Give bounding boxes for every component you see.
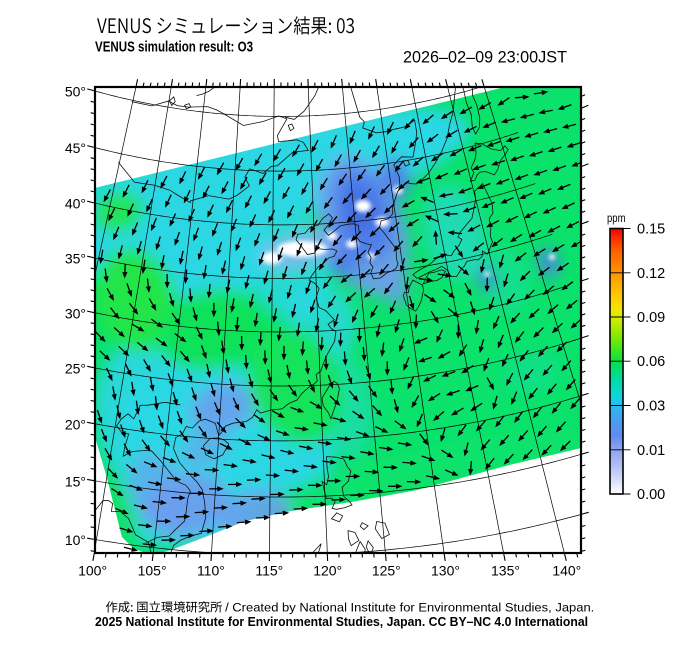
svg-text:VENUS simulation result: O3: VENUS simulation result: O3 bbox=[95, 40, 253, 56]
svg-text:30°: 30° bbox=[65, 305, 86, 321]
svg-text:130°: 130° bbox=[431, 563, 460, 579]
svg-text:15°: 15° bbox=[65, 473, 86, 489]
svg-text:2025 National Institute for En: 2025 National Institute for Environmenta… bbox=[95, 614, 588, 629]
svg-text:135°: 135° bbox=[491, 563, 520, 579]
svg-text:20°: 20° bbox=[65, 416, 86, 432]
svg-text:0.09: 0.09 bbox=[637, 310, 665, 326]
svg-text:ppm: ppm bbox=[607, 211, 626, 225]
svg-text:100°: 100° bbox=[78, 563, 107, 579]
svg-text:50°: 50° bbox=[65, 84, 86, 100]
svg-text:120°: 120° bbox=[313, 563, 342, 579]
svg-text:25°: 25° bbox=[65, 360, 86, 376]
svg-text:0.01: 0.01 bbox=[637, 443, 665, 459]
svg-text:/ Created by National Institut: / Created by National Institute for Envi… bbox=[225, 601, 594, 615]
svg-text:125°: 125° bbox=[372, 563, 401, 579]
svg-text:115°: 115° bbox=[255, 563, 283, 579]
svg-text:0.12: 0.12 bbox=[637, 266, 665, 282]
svg-text:45°: 45° bbox=[65, 140, 86, 156]
svg-text:10°: 10° bbox=[65, 532, 86, 548]
svg-text:40°: 40° bbox=[65, 196, 86, 212]
svg-text:110°: 110° bbox=[197, 563, 225, 579]
svg-text:105°: 105° bbox=[138, 563, 167, 579]
svg-text:35°: 35° bbox=[65, 251, 86, 267]
svg-text:0.15: 0.15 bbox=[637, 222, 665, 238]
svg-text:0.06: 0.06 bbox=[637, 354, 665, 370]
svg-text:140°: 140° bbox=[552, 563, 581, 579]
svg-text:0.03: 0.03 bbox=[637, 399, 665, 415]
svg-text:2026–02–09 23:00JST: 2026–02–09 23:00JST bbox=[403, 48, 567, 67]
svg-text:0.00: 0.00 bbox=[637, 487, 665, 503]
